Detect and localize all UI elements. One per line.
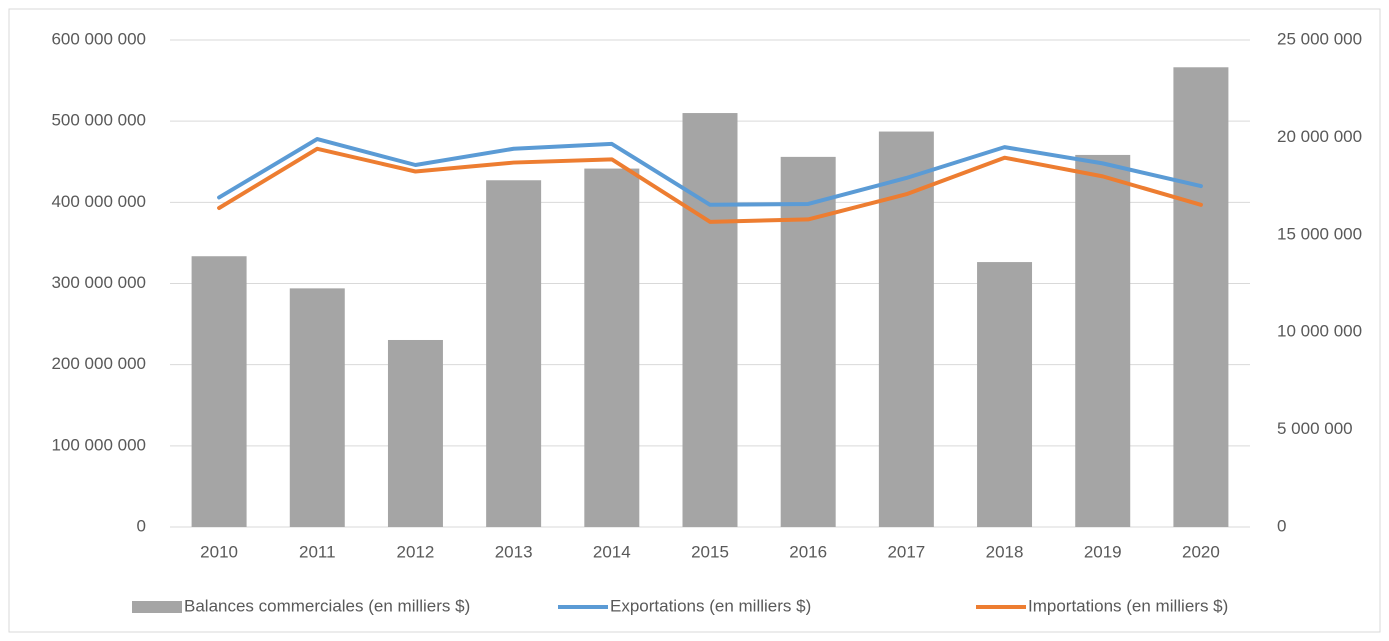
x-tick-label: 2013: [495, 542, 533, 561]
y2-tick-label: 0: [1277, 516, 1286, 535]
y2-tick-label: 15 000 000: [1277, 224, 1362, 243]
bar: [289, 288, 345, 527]
bar: [682, 113, 738, 528]
bar: [1075, 154, 1131, 527]
legend-label: Importations (en milliers $): [1028, 596, 1228, 615]
bar: [977, 262, 1033, 527]
bar: [878, 131, 934, 527]
y2-tick-label: 5 000 000: [1277, 419, 1353, 438]
line: [217, 146, 1203, 224]
x-tick-label: 2016: [789, 542, 827, 561]
line: [217, 137, 1203, 207]
bar: [1173, 67, 1229, 527]
legend-swatch: [132, 601, 182, 613]
x-tick-label: 2010: [200, 542, 238, 561]
x-tick-label: 2019: [1084, 542, 1122, 561]
legend-label: Exportations (en milliers $): [610, 596, 811, 615]
bar: [486, 180, 542, 528]
y-tick-label: 600 000 000: [51, 29, 146, 48]
y-tick-label: 100 000 000: [51, 435, 146, 454]
x-tick-label: 2012: [397, 542, 435, 561]
y-tick-label: 400 000 000: [51, 192, 146, 211]
y2-tick-label: 10 000 000: [1277, 322, 1362, 341]
y2-tick-label: 20 000 000: [1277, 127, 1362, 146]
x-tick-label: 2020: [1182, 542, 1220, 561]
x-tick-label: 2014: [593, 542, 631, 561]
x-tick-label: 2011: [299, 542, 336, 561]
x-tick-label: 2015: [691, 542, 729, 561]
y-tick-label: 200 000 000: [51, 354, 146, 373]
x-tick-label: 2017: [887, 542, 925, 561]
y-tick-label: 300 000 000: [51, 273, 146, 292]
bar: [191, 256, 247, 527]
bar: [584, 168, 640, 527]
legend-label: Balances commerciales (en milliers $): [184, 596, 470, 615]
y-tick-label: 0: [137, 516, 146, 535]
y-tick-label: 500 000 000: [51, 111, 146, 130]
bar: [387, 339, 443, 527]
y2-tick-label: 25 000 000: [1277, 29, 1362, 48]
x-tick-label: 2018: [986, 542, 1024, 561]
